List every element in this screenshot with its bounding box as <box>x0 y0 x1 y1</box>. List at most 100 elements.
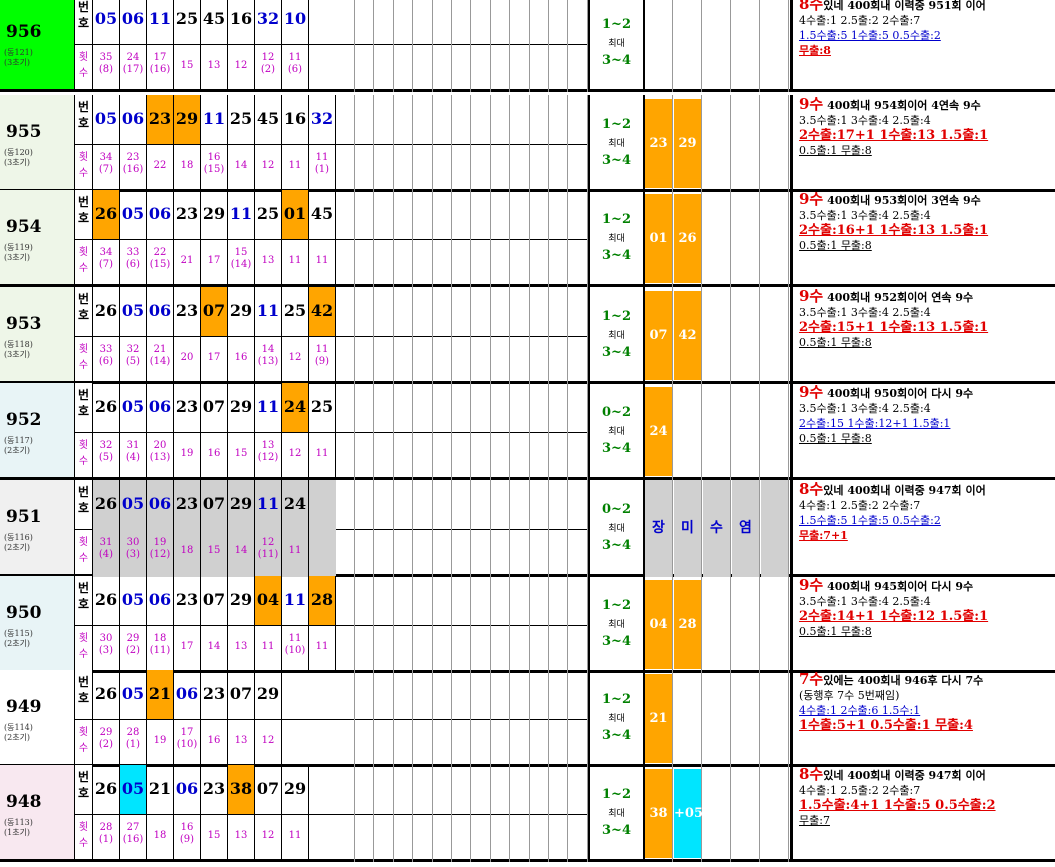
range-label: 최대 <box>608 139 625 149</box>
ball-number: 38 <box>228 765 255 814</box>
draw-sub-1: (동119) <box>4 243 33 253</box>
ball-count: 14 <box>228 143 255 192</box>
range-cell: 1~2 최대 3~4 <box>588 190 645 287</box>
banner-char: 장 <box>645 480 673 577</box>
ball-count: 12 <box>255 813 282 862</box>
range-label: 최대 <box>608 714 625 724</box>
label-count-text: 횟 수 <box>78 632 89 660</box>
empty-column <box>491 765 511 862</box>
empty-column <box>452 0 472 92</box>
range-cell: 0~2 최대 3~4 <box>588 383 645 480</box>
ball-number: 25 <box>282 287 309 336</box>
range-label: 최대 <box>608 331 625 341</box>
note-count: 7수 <box>799 672 824 688</box>
range-label: 최대 <box>608 620 625 630</box>
pick-value: 42 <box>674 291 702 380</box>
ball-number: 07 <box>201 480 228 529</box>
ball-count: 17 <box>201 335 228 384</box>
ball-number: 23 <box>201 765 228 814</box>
label-count: 횟 수 <box>75 43 93 92</box>
label-number: 번 호 <box>75 287 93 336</box>
ball-number: 11 <box>228 190 255 239</box>
ball-number: 06 <box>174 765 201 814</box>
draw-number: 956 <box>6 22 42 43</box>
empty-column <box>433 576 452 673</box>
empty-column <box>433 0 452 92</box>
ball-count: 13 <box>228 624 255 673</box>
pick-cell <box>761 670 789 767</box>
draw-sub-1: (동117) <box>4 436 33 446</box>
note-line-2: 4수출:1 2.5출:2 2수출:7 <box>799 499 921 512</box>
ball-number: 26 <box>93 383 120 432</box>
empty-column <box>336 383 355 480</box>
empty-column <box>433 670 452 767</box>
note-cell: 9수 400회내 952회이어 연속 9수 3.5수출:1 3수출:4 2.5출:… <box>790 287 1055 384</box>
empty-column <box>530 95 549 192</box>
draw-sub-2: (2초기) <box>4 733 31 743</box>
note-line-1: 9수 400회내 950회이어 다시 9수 <box>799 385 1049 401</box>
ball-number: 07 <box>201 576 228 625</box>
row-divider <box>75 813 588 815</box>
ball-count: 35 (8) <box>93 43 120 92</box>
note-line-4: 무출:7+1 <box>799 529 848 542</box>
empty-column <box>414 670 433 767</box>
empty-column <box>375 576 394 673</box>
draw-sub-1: (동121) <box>4 48 33 58</box>
note-cell: 9수 400회내 953회이어 3연속 9수 3.5수출:1 3수출:4 2.5출… <box>790 190 1055 287</box>
label-count-text: 횟 수 <box>78 51 89 79</box>
pick-value: 38 <box>645 769 673 858</box>
note-line-2: 3.5수출:1 3수출:4 2.5출:4 <box>799 402 931 415</box>
note-rest: 있네 400회내 이력중 947회 이어 <box>823 484 986 497</box>
ball-count: 34 (7) <box>93 238 120 287</box>
note-cell: 9수 400회내 950회이어 다시 9수 3.5수출:1 3수출:4 2.5출:… <box>790 383 1055 480</box>
empty-column <box>472 576 491 673</box>
range-max: 3~4 <box>602 441 631 456</box>
ball-number: 23 <box>174 190 201 239</box>
range-cell: 1~2 최대 3~4 <box>588 287 645 384</box>
pick-cell <box>732 576 760 673</box>
draw-number: 951 <box>6 507 42 528</box>
draw-sub-1: (동116) <box>4 533 33 543</box>
label-number-text: 번 호 <box>77 770 90 800</box>
ball-number: 11 <box>147 0 174 44</box>
ball-number: 05 <box>93 95 120 144</box>
draw-sub-2: (3초기) <box>4 350 31 360</box>
note-rest: 400회내 953회이어 3연속 9수 <box>823 194 981 207</box>
empty-column <box>569 383 588 480</box>
ball-number: 16 <box>282 95 309 144</box>
empty-column <box>355 383 375 480</box>
ball-count: 29 (2) <box>120 624 147 673</box>
pick-value: 28 <box>674 580 702 669</box>
note-line-1: 8수있네 400회내 이력중 951회 이어 <box>799 0 1049 13</box>
ball-count: 18 (11) <box>147 624 174 673</box>
label-number-text: 번 호 <box>77 485 90 515</box>
empty-column <box>433 190 452 287</box>
ball-count: 11 <box>255 624 282 673</box>
ball-count: 16 <box>228 335 255 384</box>
ball-count: 29 (2) <box>93 718 120 767</box>
empty-column <box>549 576 569 673</box>
label-count-text: 횟 수 <box>78 439 89 467</box>
draw-sub-2: (3초기) <box>4 158 31 168</box>
pick-cell <box>645 0 673 92</box>
empty-column <box>511 765 530 862</box>
ball-number: 05 <box>120 670 147 719</box>
ball-count: 12 <box>255 143 282 192</box>
empty-column <box>433 480 452 577</box>
range-min: 1~2 <box>602 117 631 132</box>
pick-cell <box>761 95 789 192</box>
note-cell: 8수있네 400회내 이력중 947회 이어 4수출:1 2.5출:2 2수출:7… <box>790 480 1055 577</box>
pick-cell <box>761 765 789 862</box>
ball-count: 32 (5) <box>120 335 147 384</box>
empty-column <box>394 670 414 767</box>
label-count-text: 횟 수 <box>78 151 89 179</box>
empty-column <box>452 480 472 577</box>
note-rest: 있네 400회내 이력중 947회 이어 <box>823 769 986 782</box>
empty-column <box>569 287 588 384</box>
ball-number: 29 <box>228 383 255 432</box>
empty-column <box>491 480 511 577</box>
ball-number: 29 <box>228 576 255 625</box>
note-line-2: 3.5수출:1 3수출:4 2.5출:4 <box>799 209 931 222</box>
ball-number: 25 <box>228 95 255 144</box>
